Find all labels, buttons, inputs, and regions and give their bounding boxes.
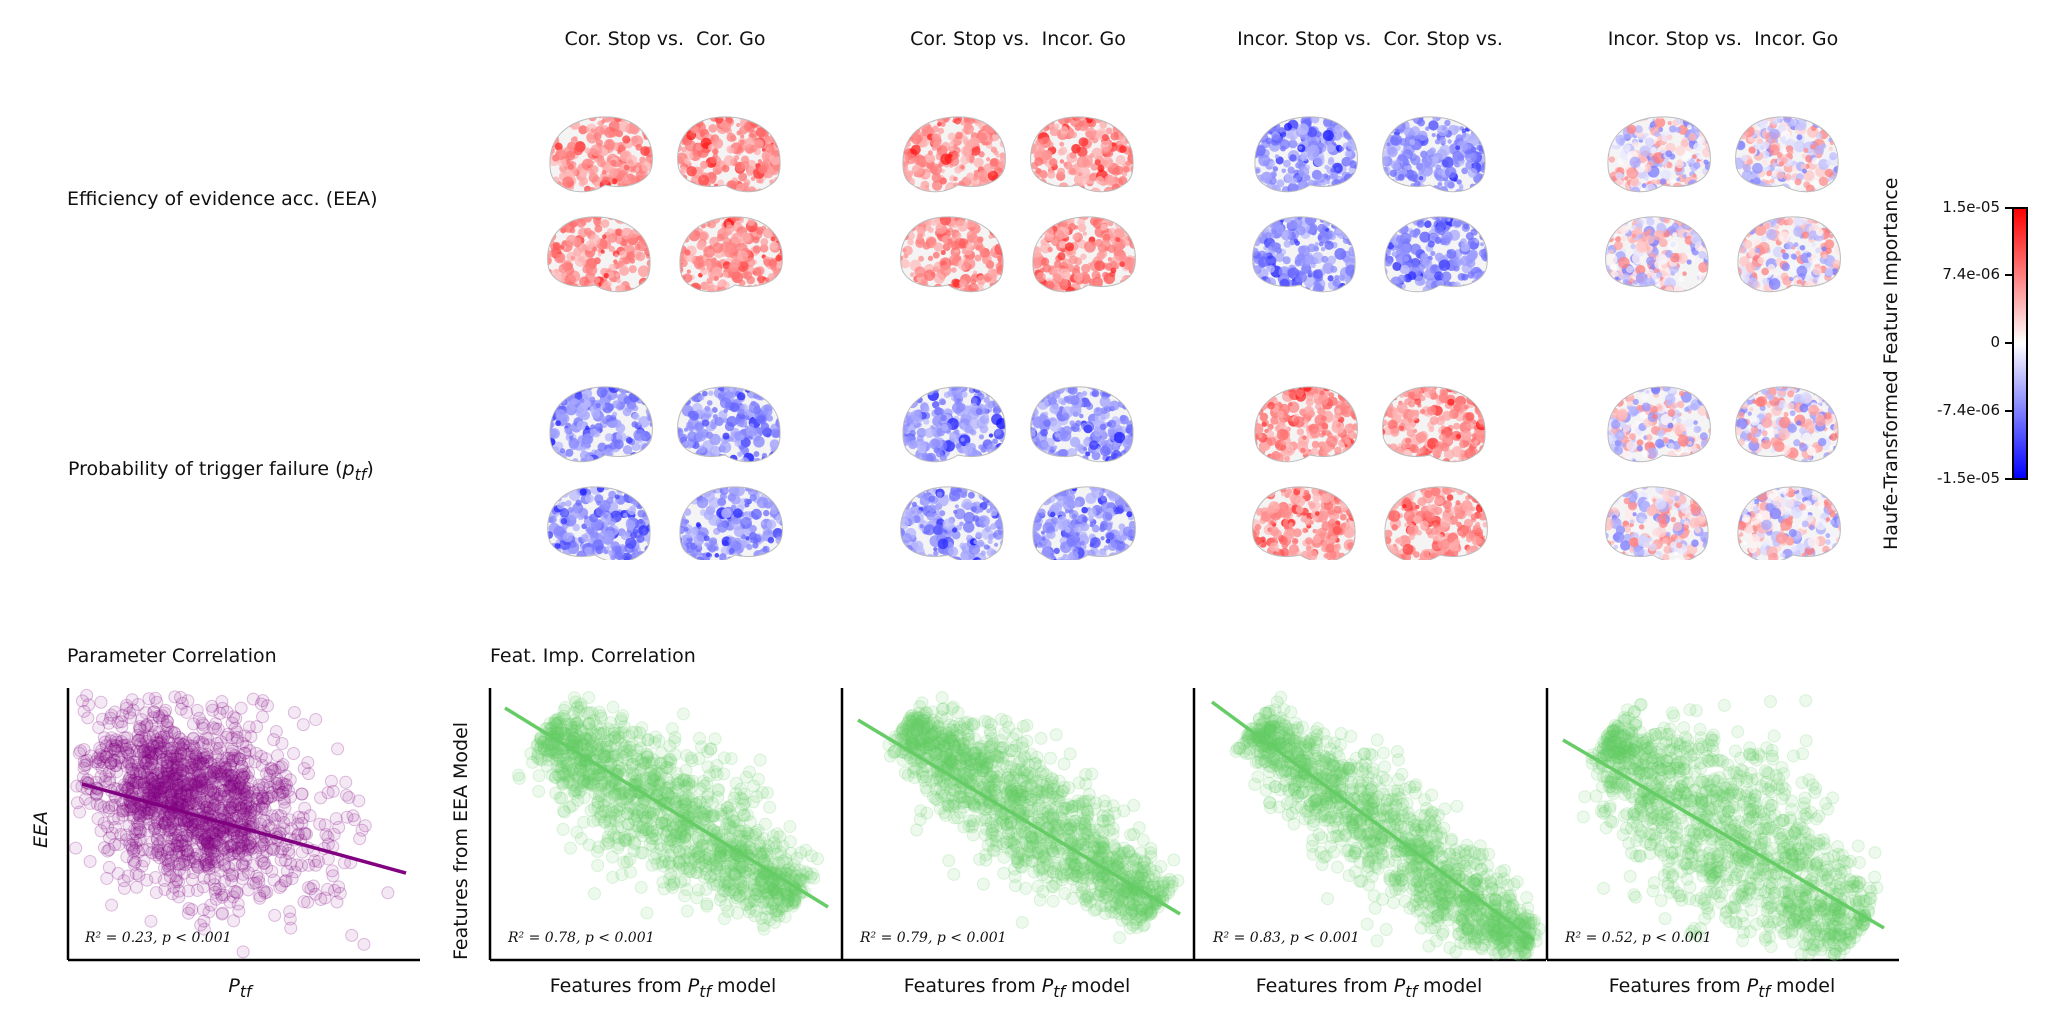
feat-scatter-axes-3	[1192, 688, 1546, 962]
colorbar	[2005, 207, 2028, 480]
column-title-4: Incor. Stop vs. Incor. Go	[1607, 28, 1839, 50]
param-corr-title: Parameter Correlation	[67, 645, 277, 667]
column-title-3: Incor. Stop vs. Cor. Stop vs.	[1237, 28, 1503, 50]
colorbar-tick-label: -1.5e-05	[1937, 469, 2000, 487]
brain-ptf-col3-lateral-left	[1254, 386, 1358, 463]
brain-eea-col1-lateral-left	[549, 116, 653, 193]
feat-scatter-axes-2	[840, 688, 1194, 962]
brain-eea-col4-lateral-right	[1735, 116, 1839, 193]
brain-eea-col3-lateral-left	[1254, 116, 1358, 193]
brain-ptf-col2-lateral-right	[1030, 386, 1134, 463]
feat-scatter-points-1	[511, 690, 825, 936]
feat-stat-4: R² = 0.52, p < 0.001	[1565, 930, 1712, 946]
brain-eea-col4-medial-left	[1605, 216, 1709, 293]
feat-scatter-points-4	[1576, 694, 1884, 961]
colorbar-tick-label: -7.4e-06	[1937, 401, 2000, 419]
brain-eea-col1-medial-left	[547, 216, 651, 293]
brain-eea-col1-medial-right	[679, 216, 783, 293]
param-ylabel: EEA	[30, 810, 52, 848]
colorbar-tick-label: 7.4e-06	[1942, 265, 2000, 283]
feat-scatter-points-2	[882, 691, 1185, 945]
brain-ptf-col2-medial-right	[1032, 486, 1136, 560]
brain-eea-col3-medial-left	[1252, 216, 1356, 293]
brain-eea-col2-lateral-right	[1030, 116, 1134, 193]
brain-ptf-col4-medial-left	[1605, 486, 1709, 560]
brain-eea-col4-medial-right	[1737, 216, 1841, 293]
colorbar-title: Haufe-Transformed Feature Importance	[1880, 177, 1902, 550]
brain-ptf-col3-lateral-right	[1382, 386, 1486, 463]
feat-scatter-points-3	[1229, 690, 1546, 962]
brain-ptf-col4-medial-right	[1737, 486, 1841, 560]
column-title-1: Cor. Stop vs. Cor. Go	[564, 28, 766, 50]
brain-ptf-col3-medial-right	[1384, 486, 1488, 560]
brain-ptf-col4-lateral-left	[1607, 386, 1711, 463]
brain-ptf-col2-medial-left	[900, 486, 1004, 560]
colorbar-tick-label: 0	[1990, 333, 2000, 351]
feat-scatter-axes-4	[1545, 688, 1899, 962]
brain-eea-col1-lateral-right	[677, 116, 781, 193]
feat-xlabel-2: Features from Ptf model	[903, 975, 1131, 1001]
brain-ptf-col1-medial-right	[679, 486, 783, 560]
feat-scatter-axes-1	[488, 688, 842, 962]
param-xlabel: Ptf	[228, 975, 252, 1001]
feat-xlabel-4: Features from Ptf model	[1608, 975, 1836, 1001]
row-label-eea: Efficiency of evidence acc. (EEA)	[67, 188, 378, 210]
brain-ptf-col3-medial-left	[1252, 486, 1356, 560]
column-title-2: Cor. Stop vs. Incor. Go	[910, 28, 1126, 50]
colorbar-tick-label: 1.5e-05	[1942, 198, 2000, 216]
brain-ptf-col4-lateral-right	[1735, 386, 1839, 463]
feat-xlabel-1: Features from Ptf model	[549, 975, 777, 1001]
brain-ptf-col1-lateral-right	[677, 386, 781, 463]
feat-xlabel-3: Features from Ptf model	[1255, 975, 1483, 1001]
brain-ptf-col1-lateral-left	[549, 386, 653, 463]
feat-trend-line-4	[1562, 738, 1885, 930]
feat-trend-line-2	[857, 718, 1181, 916]
brain-eea-col4-lateral-left	[1607, 116, 1711, 193]
feat-corr-title: Feat. Imp. Correlation	[490, 645, 696, 667]
brain-eea-col2-medial-right	[1032, 216, 1136, 293]
feat-stat-1: R² = 0.78, p < 0.001	[508, 930, 655, 946]
scatter-panels	[66, 688, 1899, 962]
param-stat: R² = 0.23, p < 0.001	[85, 930, 232, 946]
brain-map-grid	[547, 116, 1841, 560]
feat-trend-line-1	[504, 706, 829, 909]
brain-ptf-col1-medial-left	[547, 486, 651, 560]
param-scatter-axes	[66, 688, 420, 962]
feat-stat-2: R² = 0.79, p < 0.001	[860, 930, 1007, 946]
brain-eea-col2-medial-left	[900, 216, 1004, 293]
row-label-ptf: Probability of trigger failure (ptf)	[68, 458, 374, 484]
param-trend-line	[81, 782, 407, 875]
brain-ptf-col2-lateral-left	[902, 386, 1006, 463]
brain-eea-col3-lateral-right	[1382, 116, 1486, 193]
feat-trend-line-3	[1210, 700, 1536, 942]
brain-eea-col3-medial-right	[1384, 216, 1488, 293]
feat-stat-3: R² = 0.83, p < 0.001	[1213, 930, 1360, 946]
brain-eea-col2-lateral-left	[902, 116, 1006, 193]
feat-ylabel: Features from EEA Model	[450, 721, 472, 960]
